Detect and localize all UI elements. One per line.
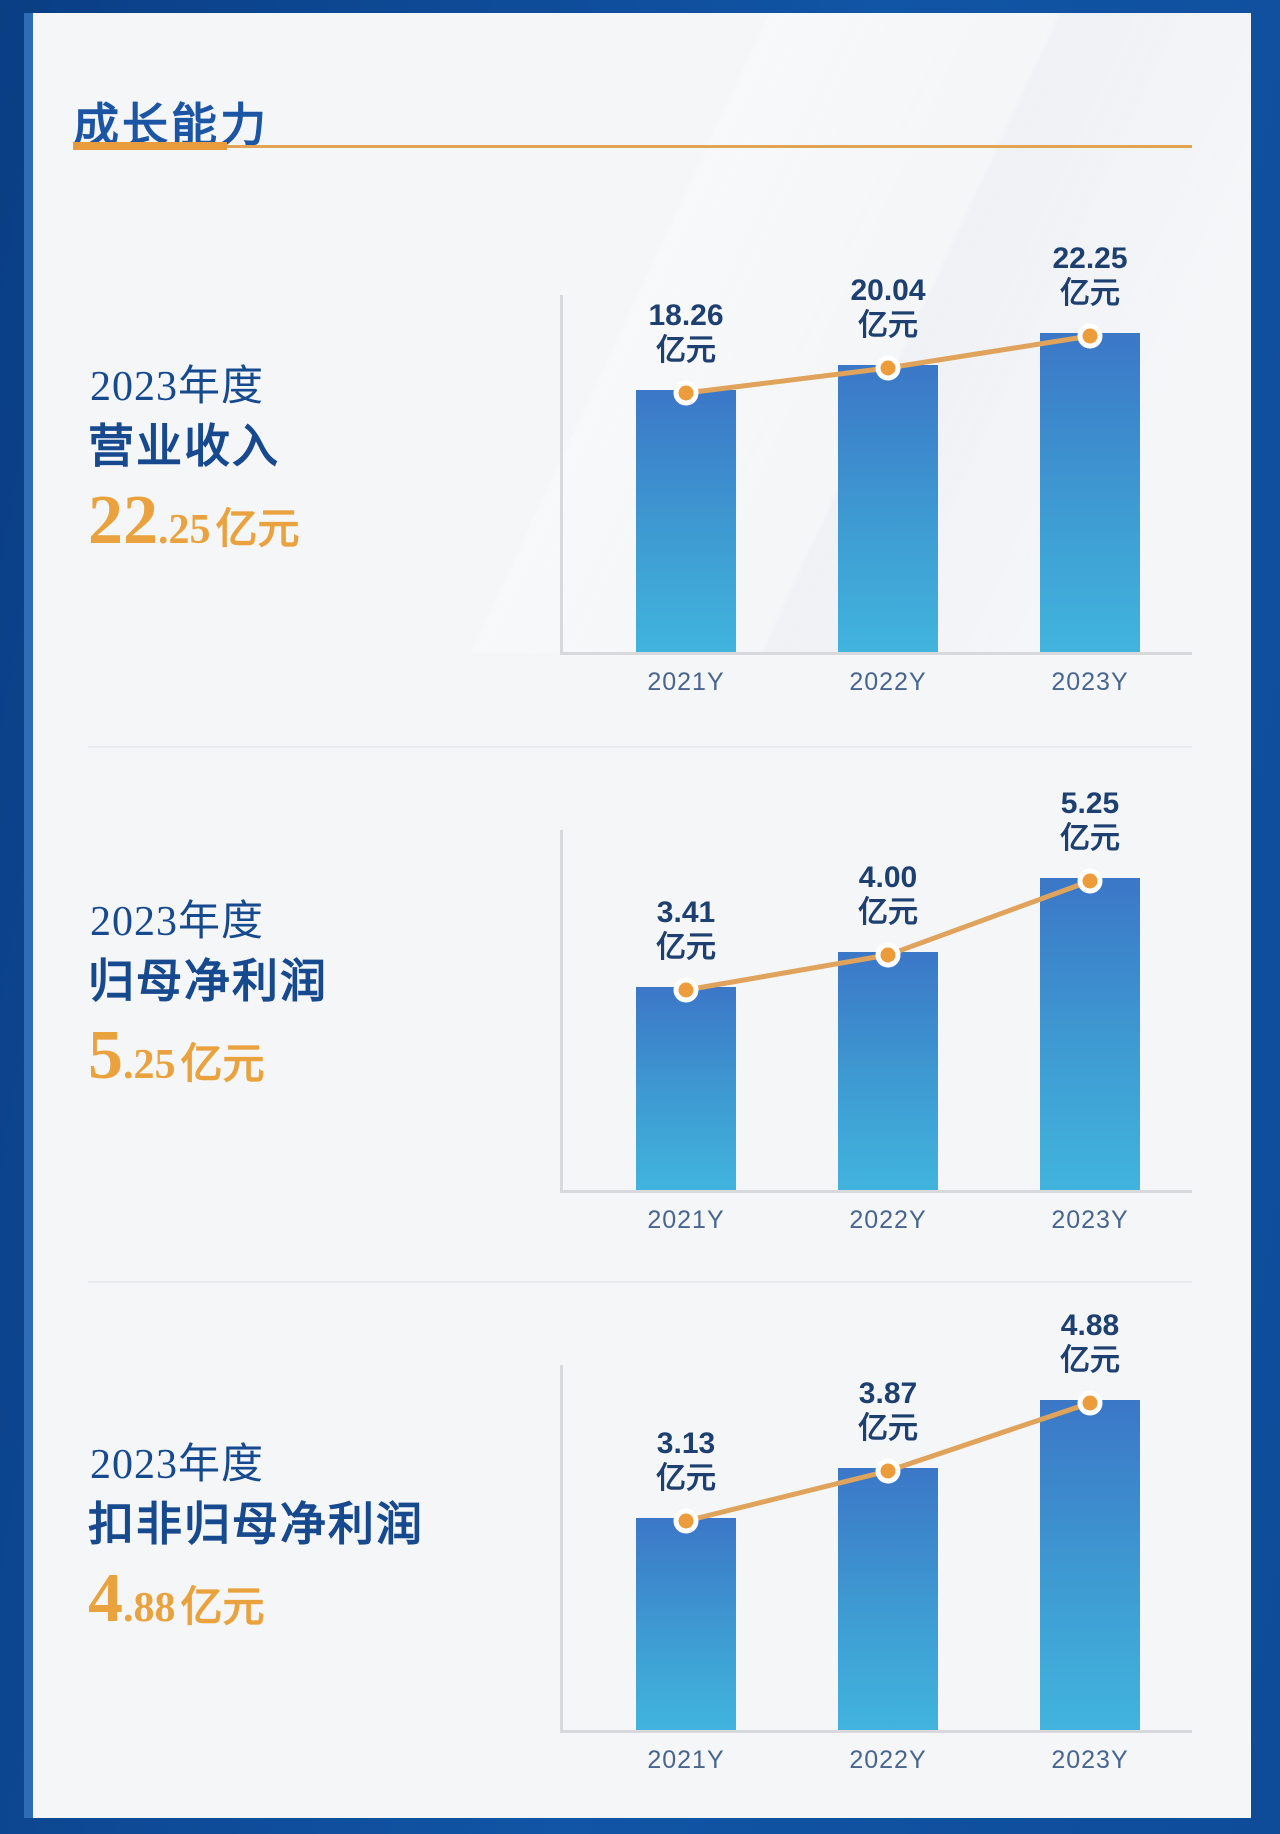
x-axis-line: [560, 1730, 1192, 1733]
bar-2022Y: [838, 1468, 938, 1730]
net-profit-metric-label: 归母净利润: [88, 955, 328, 1007]
bar-2021Y: [636, 987, 736, 1190]
value-label-2021Y: 18.26 亿元: [601, 298, 771, 368]
y-axis-line: [560, 295, 563, 655]
net-profit-highlight-dec: .25: [123, 1042, 176, 1088]
year-tick-2023Y: 2023Y: [1051, 1206, 1129, 1234]
value-label-number: 22.25: [1052, 242, 1128, 275]
value-label-2021Y: 3.13 亿元: [601, 1426, 771, 1496]
bar-2022Y: [838, 952, 938, 1190]
title-underline-accent: [73, 142, 227, 150]
value-label-2022Y: 3.87 亿元: [803, 1376, 973, 1446]
year-tick-2023Y: 2023Y: [1051, 668, 1129, 696]
value-label-number: 3.41: [656, 896, 716, 929]
x-axis-line: [560, 1190, 1192, 1193]
year-tick-2021Y: 2021Y: [647, 668, 725, 696]
revenue-highlight-unit: 亿元: [215, 505, 300, 552]
revenue-highlight-dec: .25: [158, 507, 211, 553]
value-label-2023Y: 22.25 亿元: [1005, 241, 1175, 311]
revenue-metric-label: 营业收入: [88, 420, 280, 472]
year-tick-2023Y: 2023Y: [1051, 1746, 1129, 1774]
value-label-2021Y: 3.41 亿元: [601, 895, 771, 965]
value-label-2022Y: 20.04 亿元: [803, 273, 973, 343]
deducted-metric-label: 扣非归母净利润: [88, 1498, 424, 1550]
year-tick-2021Y: 2021Y: [647, 1206, 725, 1234]
value-label-unit: 亿元: [858, 309, 918, 342]
value-label-2023Y: 5.25 亿元: [1005, 786, 1175, 856]
net-profit-year-label: 2023年度: [90, 899, 265, 945]
section-divider: [88, 1281, 1192, 1283]
value-label-2023Y: 4.88 亿元: [1005, 1308, 1175, 1378]
year-tick-2022Y: 2022Y: [849, 1746, 927, 1774]
value-label-number: 20.04: [850, 274, 926, 307]
value-label-unit: 亿元: [656, 931, 716, 964]
x-axis-line: [560, 652, 1192, 655]
deducted-year-label: 2023年度: [90, 1442, 265, 1488]
value-label-unit: 亿元: [1060, 822, 1120, 855]
bar-2023Y: [1040, 333, 1140, 652]
y-axis-line: [560, 1365, 563, 1733]
deducted-highlight-dec: .88: [123, 1585, 176, 1631]
deducted-highlight-unit: 亿元: [180, 1583, 265, 1630]
bar-2021Y: [636, 390, 736, 652]
value-label-number: 18.26: [648, 299, 724, 332]
bar-2023Y: [1040, 878, 1140, 1190]
year-tick-2021Y: 2021Y: [647, 1746, 725, 1774]
value-label-unit: 亿元: [858, 1412, 918, 1445]
value-label-number: 3.87: [858, 1377, 918, 1410]
title-underline-rule: [227, 145, 1192, 148]
value-label-number: 4.00: [858, 861, 918, 894]
net-profit-highlight-value: 5.25 亿元: [88, 1021, 265, 1091]
bar-2021Y: [636, 1518, 736, 1730]
value-label-unit: 亿元: [656, 334, 716, 367]
value-label-unit: 亿元: [1060, 277, 1120, 310]
revenue-year-label: 2023年度: [90, 364, 265, 410]
y-axis-line: [560, 830, 563, 1193]
year-tick-2022Y: 2022Y: [849, 668, 927, 696]
revenue-highlight-value: 22.25 亿元: [88, 486, 300, 556]
year-tick-2022Y: 2022Y: [849, 1206, 927, 1234]
value-label-number: 5.25: [1060, 787, 1120, 820]
value-label-number: 3.13: [656, 1427, 716, 1460]
net-profit-highlight-int: 5: [88, 1017, 123, 1094]
value-label-unit: 亿元: [656, 1462, 716, 1495]
bar-2023Y: [1040, 1400, 1140, 1730]
revenue-highlight-int: 22: [88, 482, 158, 559]
value-label-2022Y: 4.00 亿元: [803, 860, 973, 930]
value-label-number: 4.88: [1060, 1309, 1120, 1342]
net-profit-highlight-unit: 亿元: [180, 1040, 265, 1087]
value-label-unit: 亿元: [1060, 1344, 1120, 1377]
section-divider: [88, 746, 1192, 748]
bar-2022Y: [838, 365, 938, 652]
deducted-highlight-int: 4: [88, 1560, 123, 1637]
deducted-highlight-value: 4.88 亿元: [88, 1564, 265, 1634]
value-label-unit: 亿元: [858, 896, 918, 929]
